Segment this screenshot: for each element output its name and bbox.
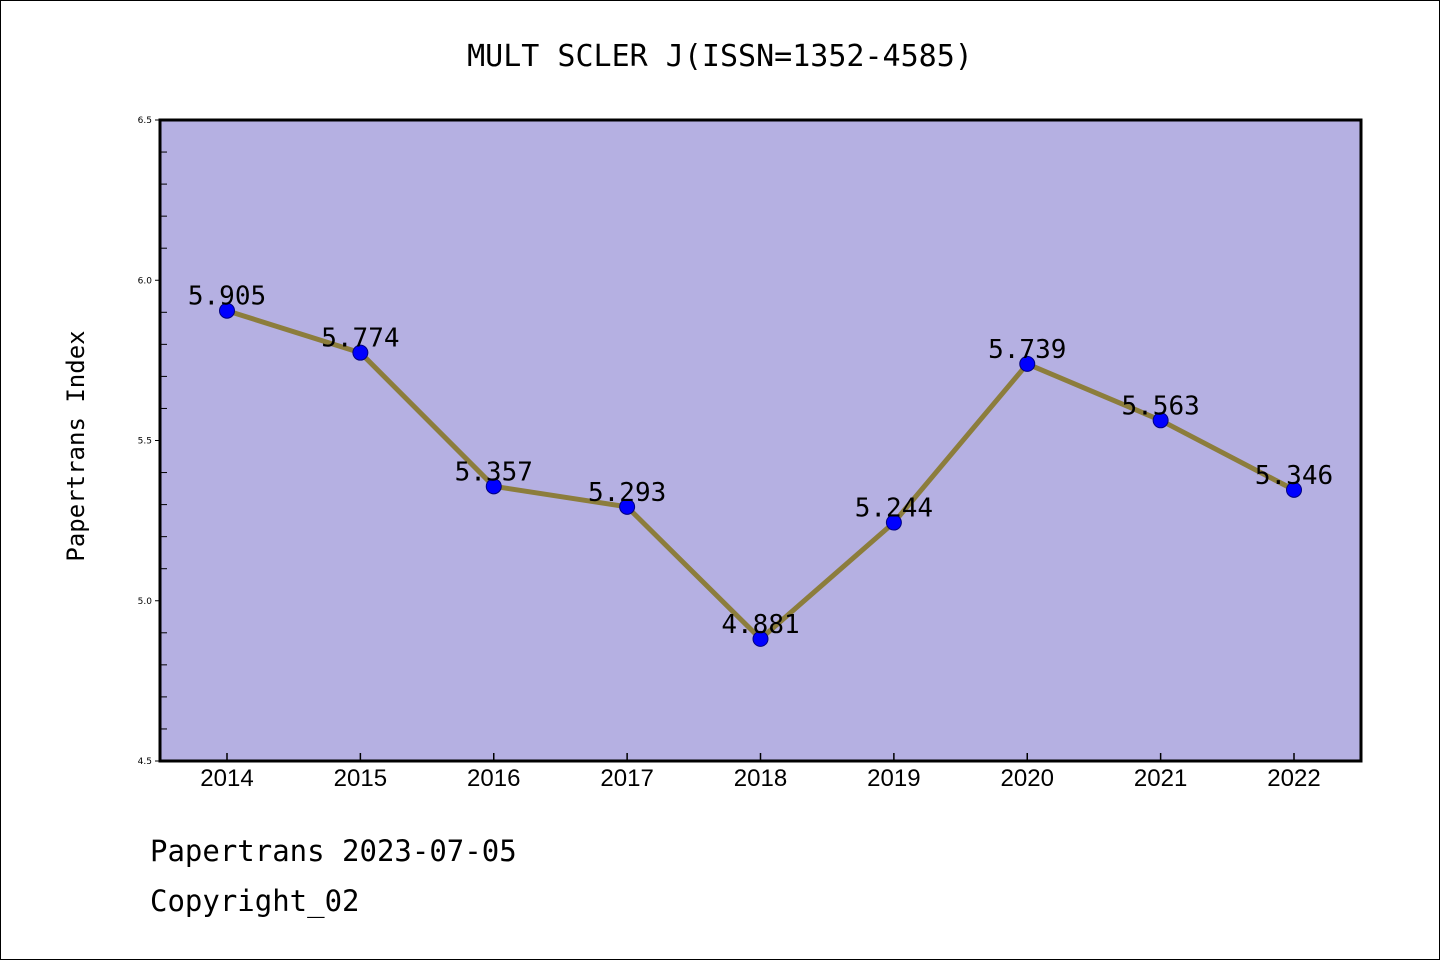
- data-label: 5.563: [1121, 391, 1199, 421]
- data-label: 5.244: [855, 494, 933, 524]
- x-axis: 2014 2015 2016 2017 2018 2019 2020 2021 2022: [200, 753, 1321, 792]
- x-tick-label: 2021: [1134, 765, 1187, 792]
- y-axis-label: Papertrans Index: [62, 330, 90, 561]
- data-label: 5.774: [321, 324, 399, 354]
- x-tick-label: 2015: [334, 765, 387, 792]
- y-tick-label: 6.5: [138, 116, 152, 126]
- data-label: 5.346: [1255, 461, 1333, 491]
- data-label: 5.357: [455, 457, 533, 487]
- data-point: [352, 344, 369, 361]
- y-tick-label: 5.5: [138, 437, 152, 447]
- data-point: [485, 478, 502, 495]
- data-label: 5.293: [588, 478, 666, 508]
- data-labels: 5.905 5.774 5.357 5.293 4.881 5.244 5.739 5.563…: [188, 282, 1333, 640]
- data-points: [219, 302, 1302, 647]
- data-point: [752, 630, 769, 647]
- data-label: 5.905: [188, 282, 266, 312]
- x-tick-label: 2018: [734, 765, 787, 792]
- data-label: 5.739: [988, 335, 1066, 365]
- data-point: [885, 514, 902, 531]
- x-tick-label: 2020: [1001, 765, 1054, 792]
- y-tick-label: 5.0: [138, 597, 153, 607]
- x-tick-label: 2014: [200, 765, 253, 792]
- plot-border: [158, 118, 1363, 763]
- y-tick-label: 6.0: [138, 276, 153, 286]
- data-point: [1019, 355, 1036, 372]
- x-tick-label: 2016: [467, 765, 520, 792]
- x-tick-label: 2017: [600, 765, 653, 792]
- footer-copyright: Copyright_02: [150, 884, 360, 918]
- data-point: [1286, 481, 1302, 498]
- data-point: [1152, 412, 1169, 429]
- data-point: [219, 302, 235, 319]
- data-point: [619, 498, 636, 515]
- chart-title: MULT SCLER J(ISSN=1352-4585): [467, 39, 973, 74]
- x-tick-label: 2019: [867, 765, 920, 792]
- footer-date: Papertrans 2023-07-05: [150, 834, 517, 868]
- data-label: 4.881: [721, 610, 799, 640]
- x-tick-label: 2022: [1267, 765, 1320, 792]
- y-tick-label: 4.5: [138, 757, 152, 767]
- plot-area: [160, 120, 1361, 761]
